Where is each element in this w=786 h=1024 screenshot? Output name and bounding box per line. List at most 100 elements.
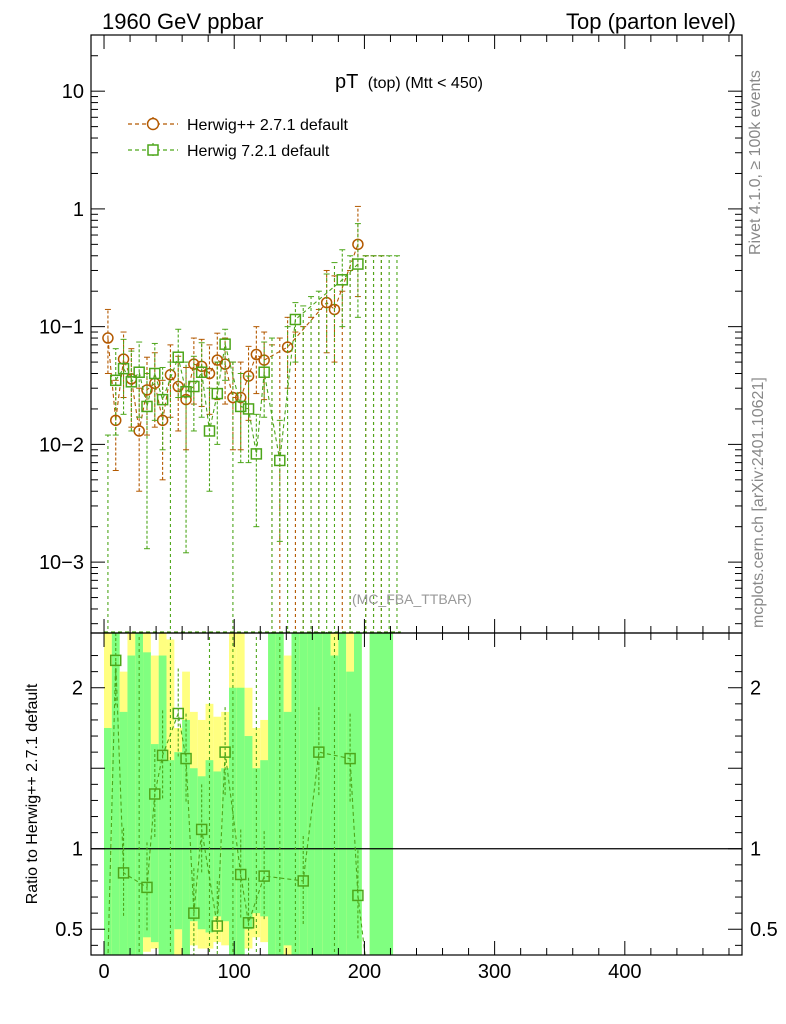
ratio-data-point (234, 868, 247, 881)
ratio-band-green (354, 633, 362, 955)
ratio-xtick-label: 400 (608, 961, 641, 983)
ratio-band-green (369, 633, 394, 955)
ratio-data-point (109, 654, 122, 667)
ratio-band-green (104, 727, 112, 955)
header-right: Top (parton level) (566, 9, 736, 34)
ratio-xtick-label: 100 (218, 961, 251, 983)
ratio-data-point (149, 788, 161, 800)
ratio-xtick-label: 0 (98, 961, 109, 983)
ratio-band-green (221, 768, 230, 922)
data-point-herwig7 (211, 387, 224, 400)
ratio-band-green (299, 633, 308, 955)
data-point-herwig7 (274, 454, 286, 467)
plot-title-main: pT (335, 71, 358, 93)
data-point-herwig7 (172, 351, 184, 363)
main-ytick-label: 10−2 (39, 434, 84, 456)
data-point-herwig7 (289, 313, 302, 326)
ratio-data-point (258, 870, 270, 882)
ratio-band-green (322, 633, 331, 955)
ratio-ytick-label: 2 (72, 678, 83, 700)
data-point-herwigpp (203, 367, 216, 380)
ratio-band-green (338, 633, 347, 955)
ratio-data-point (195, 823, 208, 836)
data-point-herwig7 (203, 425, 216, 437)
data-point-herwig7 (242, 403, 255, 415)
ratio-data-point (219, 746, 231, 758)
data-point-herwig7 (336, 274, 349, 286)
ratio-band-green (197, 776, 206, 930)
ratio-data-point (242, 917, 255, 929)
legend-entry-herwig7: Herwig 7.2.1 default (128, 143, 330, 160)
analysis-watermark: (MC_FBA_TTBAR) (352, 591, 472, 607)
ratio-ylabel: Ratio to Herwig++ 2.7.1 default (24, 683, 41, 904)
data-point-herwig7 (109, 374, 122, 387)
ratio-band-green (143, 652, 151, 938)
data-point-herwig7 (188, 380, 200, 393)
data-point-herwig7 (141, 400, 153, 413)
data-point-herwig7 (149, 367, 161, 380)
data-point-herwig7 (352, 258, 364, 270)
ratio-data-point (188, 907, 200, 919)
data-point-herwigpp (109, 414, 122, 427)
data-point-herwigpp (141, 384, 153, 396)
ratio-data-point (141, 881, 153, 894)
ratio-band-green (236, 687, 245, 955)
legend-marker-herwigpp (146, 117, 160, 131)
ratio-band-green (229, 687, 237, 955)
ratio-xtick-label: 200 (348, 961, 381, 983)
ratio-data-point (180, 752, 192, 765)
ratio-ytick-label-right: 1 (750, 839, 761, 861)
ratio-band-green (182, 719, 190, 955)
data-point-herwig7 (258, 366, 270, 378)
data-point-herwigpp (180, 393, 192, 406)
ratio-band-green (268, 633, 276, 955)
ratio-band-green (189, 768, 198, 922)
ratio-xtick-label: 300 (478, 961, 511, 983)
axes: 10 1 10−1 10−2 10−3 0 100 200 300 400 2 2 1 1 0.5 0.5 (39, 34, 778, 983)
ratio-data-point (344, 752, 356, 765)
ratio-ytick-label-right: 0.5 (750, 919, 778, 941)
data-point-herwig7 (250, 448, 263, 460)
legend-label-herwigpp: Herwig++ 2.7.1 default (187, 117, 349, 134)
ratio-band-green (252, 768, 261, 914)
series-line-herwig7 (115, 263, 359, 461)
mcplots-label: mcplots.cern.ch [arXiv:2401.10621] (750, 377, 767, 628)
legend-label-herwig7: Herwig 7.2.1 default (187, 143, 330, 160)
ratio-data-point (297, 875, 309, 887)
data-point-herwigpp (102, 332, 114, 344)
ratio-band-green (213, 771, 222, 917)
ratio-data-point (117, 867, 130, 879)
ratio-ytick-label-right: 2 (750, 678, 761, 700)
data-point-herwig7 (219, 338, 231, 350)
data-point-herwig7 (234, 400, 247, 413)
ratio-band-green (283, 711, 292, 946)
ratio-band-green (111, 633, 120, 955)
data-point-herwig7 (133, 366, 145, 378)
data-point-herwig7 (156, 393, 169, 406)
ratio-data-point (313, 746, 325, 758)
ratio-band-green (244, 736, 253, 930)
data-point-herwig7 (195, 366, 208, 378)
ratio-band-green (307, 633, 315, 955)
ratio-ytick-label: 0.5 (55, 919, 83, 941)
main-ytick-label: 10 (62, 81, 84, 103)
ratio-band-green (166, 760, 175, 955)
data-point-herwigpp (250, 348, 263, 361)
data-point-herwig7 (117, 362, 130, 375)
rivet-label: Rivet 4.1.0, ≥ 100k events (747, 70, 764, 255)
ratio-panel-content (91, 633, 742, 955)
ratio-band-green (346, 671, 355, 955)
plot-title: pT (top) (Mtt < 450) (335, 71, 483, 93)
plot-title-sub: (top) (Mtt < 450) (368, 75, 483, 92)
main-panel-content (102, 205, 401, 633)
main-ytick-label: 1 (73, 199, 84, 221)
ratio-band-green (127, 655, 136, 955)
data-point-herwig7 (125, 376, 138, 388)
ratio-band-green (158, 655, 167, 955)
ratio-data-point (172, 707, 184, 720)
ratio-band-green (150, 744, 159, 943)
main-ytick-label: 10−3 (39, 552, 84, 574)
ratio-ytick-label: 1 (72, 839, 83, 861)
legend-marker-herwig7 (147, 144, 159, 156)
